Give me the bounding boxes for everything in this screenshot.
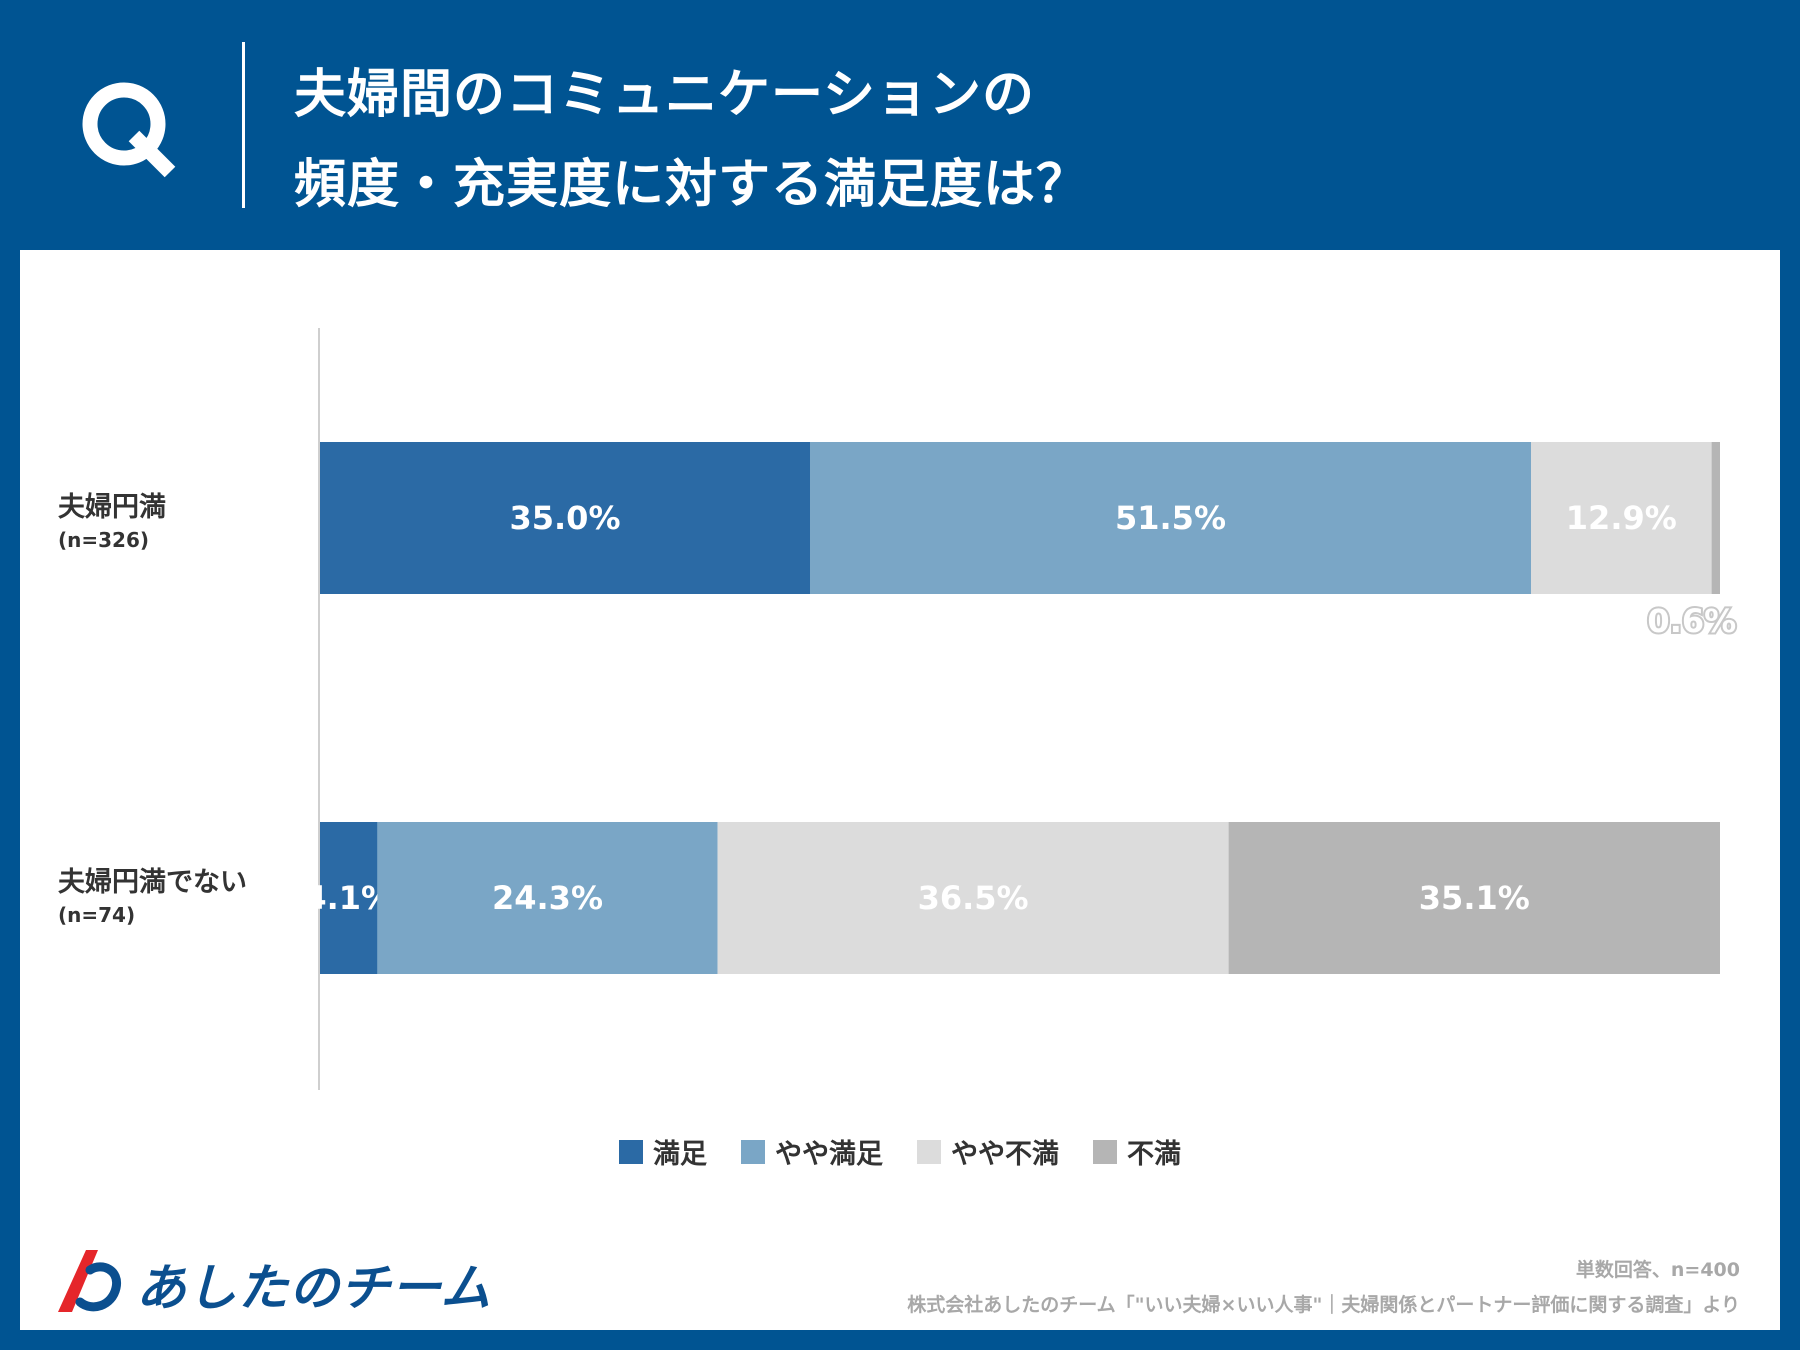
footer-note-source: 株式会社あしたのチーム「"いい夫婦×いい人事"｜夫婦関係とパートナー評価に関する…	[907, 1294, 1740, 1316]
data-label: 0.6%	[1647, 602, 1736, 640]
data-label: 51.5%	[1115, 499, 1226, 537]
bar-segment	[320, 822, 378, 974]
data-label: 35.0%	[509, 499, 620, 537]
data-label: 35.1%	[1419, 879, 1530, 917]
bar-segment	[810, 442, 1531, 594]
row-sample-size: (n=326)	[58, 528, 150, 552]
row-name: 夫婦円満でない	[58, 867, 247, 898]
row-name: 夫婦円満	[58, 492, 166, 523]
legend-label: 満足	[653, 1139, 707, 1170]
page-title: 夫婦間のコミュニケーションの 頻度・充実度に対する満足度は？	[294, 50, 1089, 230]
row-sample-size: (n=74)	[58, 903, 136, 927]
logo-mark-icon	[58, 1250, 122, 1312]
legend: 満足 やや満足 やや不満 不満	[20, 1132, 1780, 1171]
bar-segment	[1711, 442, 1720, 594]
title-line-1: 夫婦間のコミュニケーションの	[294, 65, 1035, 125]
legend-item-satisfied: 満足	[619, 1132, 707, 1171]
title-line-2: 頻度・充実度に対する満足度は？	[294, 155, 1090, 215]
legend-label: 不満	[1127, 1139, 1181, 1170]
stacked-bar-chart: 35.0% 51.5% 12.9%0.6%4.1% 24.3% 36.5% 35.1%	[304, 328, 1738, 1090]
row-label-harmonious: 夫婦円満 (n=326)	[58, 485, 166, 552]
legend-item-dissatisfied: 不満	[1093, 1132, 1181, 1171]
legend-swatch	[917, 1139, 941, 1164]
row-label-not-harmonious: 夫婦円満でない (n=74)	[58, 860, 247, 927]
bar-segment	[377, 822, 718, 974]
legend-label: やや満足	[775, 1139, 883, 1170]
bar-segment	[1228, 822, 1720, 974]
bar-segment	[1531, 442, 1712, 594]
header: 夫婦間のコミュニケーションの 頻度・充実度に対する満足度は？	[0, 0, 1800, 250]
bar-segment	[320, 442, 810, 594]
data-label: 12.9%	[1566, 499, 1677, 537]
q-icon	[82, 82, 176, 178]
legend-item-somewhat-dissatisfied: やや不満	[917, 1132, 1059, 1171]
data-label: 24.3%	[492, 879, 603, 917]
legend-swatch	[741, 1139, 765, 1164]
logo-text: あしたのチーム	[136, 1259, 492, 1317]
legend-swatch	[1093, 1139, 1117, 1164]
legend-label: やや不満	[951, 1139, 1059, 1170]
company-logo: あしたのチーム	[50, 1240, 491, 1330]
legend-swatch	[619, 1139, 643, 1164]
header-divider	[242, 42, 245, 208]
footer-note-responses: 単数回答、n=400	[1575, 1259, 1740, 1281]
bar-segment	[717, 822, 1229, 974]
data-label: 36.5%	[918, 879, 1029, 917]
chart-panel: 35.0% 51.5% 12.9% 0.6% 4.1% 24.3% 36.5% 35.1% 夫…	[20, 250, 1780, 1330]
legend-item-somewhat-satisfied: やや満足	[741, 1132, 883, 1171]
